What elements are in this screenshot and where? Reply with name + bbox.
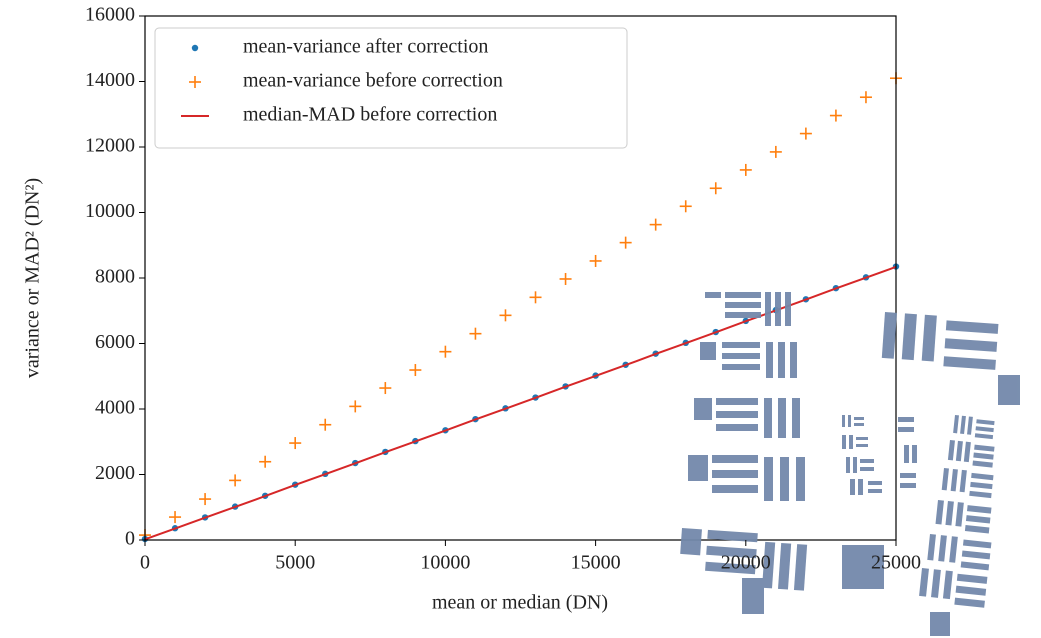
resolution-target-overlay bbox=[680, 292, 1020, 636]
data-point bbox=[289, 437, 302, 450]
y-tick-label: 4000 bbox=[95, 397, 135, 419]
data-point bbox=[739, 163, 752, 176]
y-axis-label: variance or MAD² (DN²) bbox=[22, 178, 44, 378]
legend-box bbox=[154, 27, 628, 149]
data-point bbox=[769, 145, 782, 158]
data-point bbox=[859, 91, 872, 104]
x-axis-label: mean or median (DN) bbox=[432, 592, 608, 614]
data-point bbox=[829, 109, 842, 122]
data-point bbox=[619, 236, 632, 249]
data-point bbox=[319, 418, 332, 431]
legend-label: mean-variance after correction bbox=[243, 36, 488, 58]
legend-label: median-MAD before correction bbox=[243, 104, 497, 126]
data-point bbox=[191, 44, 199, 52]
y-tick-label: 16000 bbox=[85, 4, 135, 26]
y-tick-label: 12000 bbox=[85, 135, 135, 157]
data-point bbox=[189, 76, 201, 88]
y-tick-label: 8000 bbox=[95, 266, 135, 288]
data-point bbox=[379, 382, 392, 395]
data-point bbox=[709, 182, 722, 195]
data-point bbox=[469, 327, 482, 340]
data-point bbox=[259, 455, 272, 468]
data-point bbox=[439, 345, 452, 358]
x-tick-label: 0 bbox=[140, 552, 150, 574]
y-tick-label: 6000 bbox=[95, 331, 135, 353]
y-tick-label: 2000 bbox=[95, 462, 135, 484]
data-point bbox=[349, 400, 362, 413]
legend: mean-variance after correction mean-varia… bbox=[154, 27, 628, 149]
data-point bbox=[589, 254, 602, 267]
data-point bbox=[169, 511, 182, 524]
data-point bbox=[529, 291, 542, 304]
data-point bbox=[559, 272, 572, 285]
data-point bbox=[679, 200, 692, 213]
data-point bbox=[229, 474, 242, 487]
x-tick-label: 5000 bbox=[275, 552, 315, 574]
x-tick-label: 15000 bbox=[571, 552, 621, 574]
data-point bbox=[199, 493, 212, 506]
x-tick-label: 25000 bbox=[871, 552, 921, 574]
data-point bbox=[799, 127, 812, 140]
data-point bbox=[649, 218, 662, 231]
y-tick-label: 10000 bbox=[85, 200, 135, 222]
x-tick-label: 20000 bbox=[721, 552, 771, 574]
y-tick-label: 0 bbox=[125, 528, 135, 550]
data-point bbox=[409, 364, 422, 377]
legend-label: mean-variance before correction bbox=[243, 70, 503, 92]
y-tick-label: 14000 bbox=[85, 69, 135, 91]
data-point bbox=[499, 309, 512, 322]
x-tick-label: 10000 bbox=[420, 552, 470, 574]
